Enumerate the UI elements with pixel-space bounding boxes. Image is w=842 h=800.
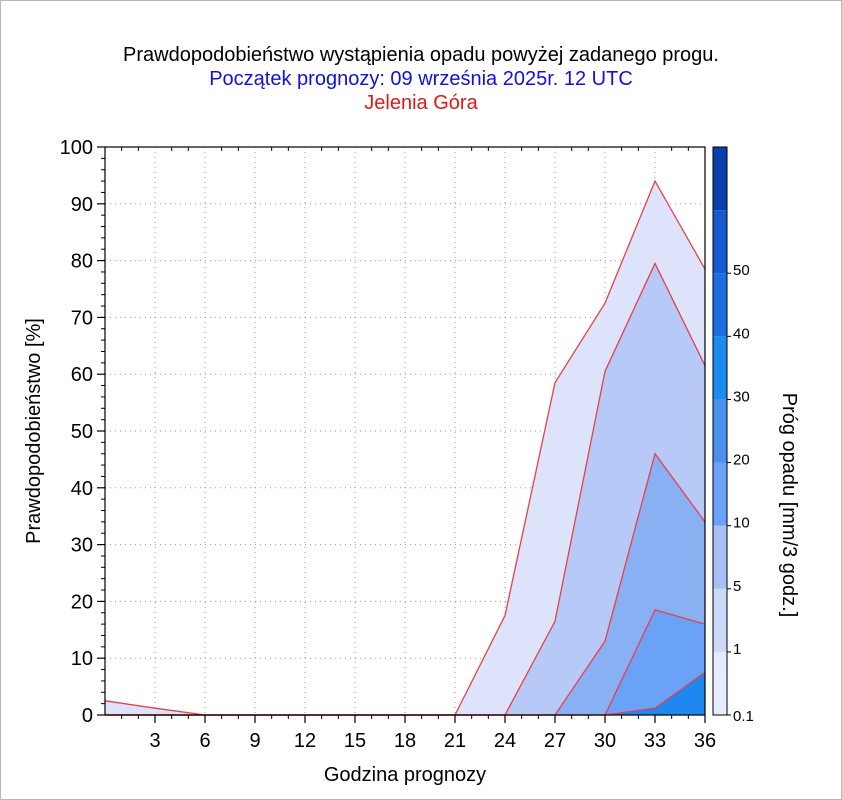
y-tick-label: 70 [71, 307, 93, 329]
x-tick-label: 6 [199, 730, 210, 752]
colorbar-label: Próg opadu [mm/3 godz.] [778, 393, 800, 618]
y-tick-label: 80 [71, 251, 93, 273]
colorbar-border [712, 146, 728, 716]
forecast-start-subtitle: Początek prognozy: 09 września 2025r. 12… [209, 68, 633, 90]
location-subtitle: Jelenia Góra [364, 92, 478, 114]
area-threshold-10 [105, 609, 705, 715]
y-tick-label: 10 [71, 648, 93, 670]
y-tick-label: 50 [71, 421, 93, 443]
y-axis-label: Prawdopodobieństwo [%] [23, 318, 45, 544]
y-tick-label: 30 [71, 535, 93, 557]
colorbar-tick-label: 40 [733, 325, 750, 342]
colorbar-band [713, 651, 727, 715]
x-tick-label: 12 [294, 730, 316, 752]
y-tick-label: 20 [71, 591, 93, 613]
colorbar-tick-label: 5 [733, 578, 741, 595]
colorbar-band [713, 147, 727, 211]
y-tick-label: 90 [71, 194, 93, 216]
x-tick-label: 30 [594, 730, 616, 752]
x-tick-label: 15 [344, 730, 366, 752]
x-tick-label: 9 [249, 730, 260, 752]
area-threshold-20 [105, 672, 705, 715]
colorbar-band [713, 210, 727, 274]
area-threshold-0.1 [105, 181, 705, 715]
chart-title: Prawdopodobieństwo wystąpienia opadu pow… [123, 44, 719, 66]
colorbar-band [713, 462, 727, 526]
colorbar-tick-label: 50 [733, 262, 750, 279]
x-tick-label: 36 [694, 730, 716, 752]
colorbar-band [713, 588, 727, 652]
colorbar-band [713, 273, 727, 337]
x-tick-label: 27 [544, 730, 566, 752]
colorbar-tick-label: 20 [733, 452, 750, 469]
x-tick-label: 3 [149, 730, 160, 752]
colorbar-band [713, 336, 727, 400]
y-tick-label: 60 [71, 364, 93, 386]
colorbar-tick-label: 0.1 [733, 708, 754, 725]
colorbar-tick-label: 1 [733, 641, 741, 658]
x-tick-label: 18 [394, 730, 416, 752]
colorbar-band [713, 525, 727, 589]
x-tick-label: 24 [494, 730, 516, 752]
colorbar-band [713, 399, 727, 463]
probability-areas [105, 181, 705, 715]
colorbar-tick-label: 30 [733, 388, 750, 405]
y-tick-label: 100 [60, 137, 93, 159]
y-tick-label: 0 [82, 705, 93, 727]
colorbar-tick-label: 10 [733, 515, 750, 532]
x-tick-label: 21 [444, 730, 466, 752]
x-tick-label: 33 [644, 730, 666, 752]
y-tick-label: 40 [71, 478, 93, 500]
x-axis-label: Godzina prognozy [324, 764, 486, 786]
colorbar: 0.1 1 5 10 20 30 40 50 [712, 146, 754, 725]
